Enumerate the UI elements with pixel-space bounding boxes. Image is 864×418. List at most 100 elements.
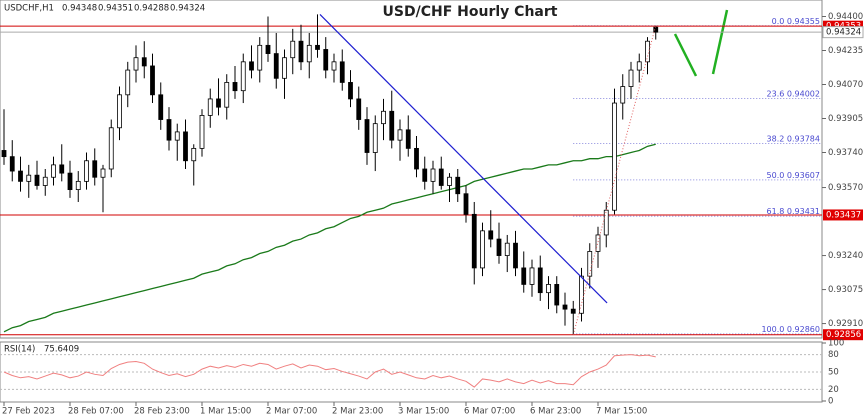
candle-body (26, 174, 32, 182)
candle-body (183, 131, 188, 162)
candle-body (496, 238, 502, 256)
candle-body (364, 119, 370, 153)
candle-body (471, 213, 477, 269)
candle-body (513, 242, 518, 269)
chart-title: USD/CHF Hourly Chart (383, 4, 558, 20)
forecast-arrow (673, 33, 698, 77)
candle-body (100, 168, 106, 178)
x-tick-label: 27 Feb 2023 (2, 407, 55, 417)
fib-label: 23.6 0.94002 (767, 89, 820, 98)
candle-body (603, 209, 609, 236)
fib-value: 0.93431 (787, 207, 820, 216)
fib-value: 0.94002 (787, 89, 820, 98)
candle-body (108, 127, 114, 170)
rsi-tick-label: 80 (828, 350, 839, 360)
price-box-label: 0.93437 (826, 210, 861, 220)
candle-body (397, 129, 403, 141)
candle-body (224, 82, 230, 108)
candle-body (620, 86, 626, 104)
candle-body (207, 98, 213, 116)
candle-body (323, 49, 329, 71)
y-tick-label: 0.94070 (828, 80, 863, 90)
candle-body (59, 164, 65, 174)
swing-line (572, 25, 657, 335)
ohlc-value: 0.94351 (98, 4, 133, 14)
ohlc-value: 0.94348 (62, 4, 97, 14)
candle-body (636, 61, 642, 71)
fib-level: 61.8 (767, 207, 785, 216)
fib-label: 100.0 0.92860 (761, 324, 820, 333)
x-tick-label: 3 Mar 15:00 (398, 407, 449, 417)
price-box (823, 329, 863, 341)
candle-body (166, 119, 172, 141)
forecast-arrow (711, 9, 729, 75)
candle-body (414, 147, 419, 170)
candle-body (174, 131, 180, 141)
fib-label: 38.2 0.93784 (767, 134, 820, 143)
rsi-last: 75.6409 (44, 345, 79, 355)
x-tick-label: 6 Mar 23:00 (530, 407, 581, 417)
candle-body (42, 176, 48, 186)
moving-average (3, 143, 656, 333)
candle-body (1, 150, 7, 158)
candle-body (18, 170, 23, 182)
candle-body (315, 44, 320, 50)
candle-body (133, 57, 139, 71)
candle-body (356, 98, 362, 120)
candle-body (405, 129, 411, 149)
candle-body (430, 168, 436, 182)
candle-body (521, 267, 527, 285)
fib-label: 0.0 0.94355 (772, 16, 820, 25)
candle-body (562, 304, 568, 310)
candle-body (381, 110, 386, 125)
ohlc-value: 0.94288 (134, 4, 169, 14)
candle-body (158, 94, 164, 120)
candle-body (389, 110, 395, 141)
candle-body (75, 180, 81, 191)
y-tick-label: 0.92910 (828, 319, 863, 329)
candle-body (372, 123, 378, 153)
candle-body (537, 267, 543, 294)
fib-value: 0.94355 (787, 16, 820, 25)
rsi-tick-label: 100 (828, 339, 844, 349)
rsi-tick-label: 20 (828, 385, 839, 395)
ohlc-value: 0.94324 (170, 4, 205, 14)
candle-body (554, 284, 560, 306)
price-box (822, 26, 864, 39)
candle-body (447, 176, 452, 186)
candle-body (306, 44, 312, 63)
price-box-label: 0.94324 (826, 28, 861, 38)
rsi-tick-label: 0 (828, 397, 833, 407)
fib-level: 50.0 (767, 170, 785, 179)
candle-body (612, 102, 617, 211)
candle-body (150, 65, 155, 96)
price-box-label: 0.92856 (826, 330, 861, 340)
candle-body (265, 44, 271, 54)
y-tick-label: 0.93240 (828, 251, 863, 261)
candle-body (645, 40, 650, 63)
x-tick-label: 28 Feb 23:00 (134, 407, 190, 417)
fib-value: 0.93607 (787, 170, 820, 179)
rsi-panel (0, 341, 823, 403)
candle-body (331, 61, 337, 71)
candle-body (348, 82, 353, 100)
y-tick-label: 0.94235 (828, 46, 863, 56)
fib-label: 50.0 0.93607 (767, 170, 820, 179)
y-tick-label: 0.93740 (828, 148, 863, 158)
candle-body (488, 230, 494, 240)
candle-body (298, 40, 304, 63)
candle-body (191, 147, 197, 162)
candle-body (117, 94, 122, 129)
candle-body (290, 40, 296, 59)
trendline (319, 14, 608, 304)
x-tick-label: 1 Mar 15:00 (200, 407, 251, 417)
candle-body (463, 193, 469, 215)
y-tick-label: 0.93075 (828, 285, 863, 295)
fib-level: 0.0 (772, 16, 785, 25)
candle-body (51, 164, 56, 178)
x-tick-label: 2 Mar 23:00 (332, 407, 383, 417)
candle-body (257, 44, 263, 71)
rsi-tick-label: 50 (828, 368, 839, 378)
price-box (823, 209, 863, 221)
candle-body (84, 160, 89, 182)
